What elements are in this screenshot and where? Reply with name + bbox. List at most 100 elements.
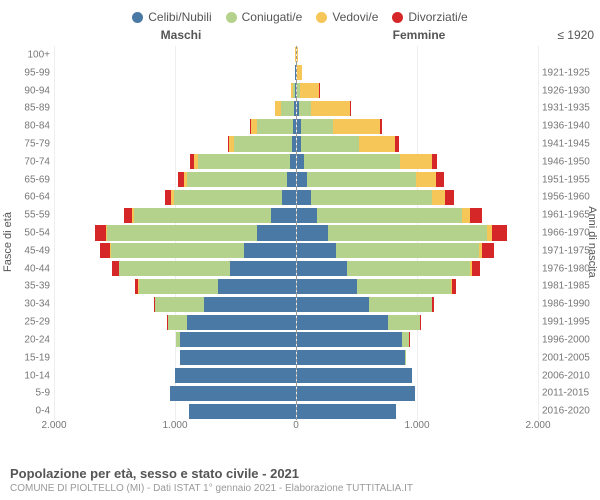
female-side [297, 367, 539, 385]
pyramid-row: 75-791941-1945 [54, 135, 538, 153]
bar-segment [189, 404, 295, 419]
age-label: 95-99 [14, 67, 50, 78]
bar-segment [452, 279, 456, 294]
chart-subtitle: COMUNE DI PIOLTELLO (MI) - Dati ISTAT 1°… [10, 483, 590, 494]
bar-segment [155, 297, 203, 312]
footer: Popolazione per età, sesso e stato civil… [10, 466, 590, 494]
pyramid-row: 70-741946-1950 [54, 153, 538, 171]
bar [295, 65, 296, 80]
bar-segment [175, 368, 296, 383]
bar-segment [347, 261, 470, 276]
bar [178, 172, 295, 187]
bar-segment [301, 136, 359, 151]
bar-segment [357, 279, 451, 294]
year-label: 1996-2000 [542, 334, 598, 345]
bar-segment [304, 154, 401, 169]
legend-dot-icon [392, 12, 403, 23]
female-side [297, 313, 539, 331]
year-label: 1961-1965 [542, 210, 598, 221]
bar [297, 172, 444, 187]
bar [275, 101, 296, 116]
age-label: 65-69 [14, 174, 50, 185]
male-side [54, 278, 297, 296]
bar-segment [165, 190, 172, 205]
year-label: 2016-2020 [542, 406, 598, 417]
x-tick-label: 1.000 [162, 420, 187, 431]
bar-segment [234, 136, 292, 151]
bar [165, 190, 296, 205]
bar-segment [297, 243, 337, 258]
bar-segment [297, 386, 415, 401]
male-side [54, 349, 297, 367]
male-side [54, 153, 297, 171]
bar-segment [297, 208, 318, 223]
bar-segment [198, 154, 290, 169]
bar-segment [395, 136, 398, 151]
bar-segment [297, 350, 406, 365]
female-side [297, 46, 539, 64]
age-label: 75-79 [14, 138, 50, 149]
male-side [54, 384, 297, 402]
bar-segment [482, 243, 495, 258]
male-side [54, 82, 297, 100]
female-side [297, 117, 539, 135]
bar-segment [95, 225, 106, 240]
year-header-top: ≤ 1920 [532, 28, 594, 42]
bar [297, 119, 382, 134]
female-side [297, 171, 539, 189]
pyramid-row: 35-391981-1985 [54, 278, 538, 296]
bar [297, 261, 481, 276]
age-label: 85-89 [14, 103, 50, 114]
pyramid-row: 5-92011-2015 [54, 384, 538, 402]
bar-segment [297, 47, 298, 62]
female-side [297, 402, 539, 420]
bar-segment [307, 172, 416, 187]
year-label: 1986-1990 [542, 299, 598, 310]
pyramid-row: 30-341986-1990 [54, 295, 538, 313]
year-label: 1941-1945 [542, 138, 598, 149]
bar-segment [400, 154, 431, 169]
legend: Celibi/NubiliConiugati/eVedovi/eDivorzia… [0, 0, 600, 28]
male-side [54, 171, 297, 189]
year-label: 1926-1930 [542, 85, 598, 96]
bar [297, 190, 455, 205]
age-label: 50-54 [14, 228, 50, 239]
bar [297, 136, 399, 151]
x-tick-label: 1.000 [404, 420, 429, 431]
male-side [54, 242, 297, 260]
pyramid-row: 10-142006-2010 [54, 367, 538, 385]
bar-segment [299, 101, 311, 116]
bar [95, 225, 296, 240]
bar-segment [445, 190, 454, 205]
female-side [297, 349, 539, 367]
age-label: 55-59 [14, 210, 50, 221]
bar [297, 154, 438, 169]
bar-segment [111, 243, 244, 258]
legend-label: Divorziati/e [408, 10, 467, 24]
pyramid-row: 15-192001-2005 [54, 349, 538, 367]
male-side [54, 46, 297, 64]
female-side [297, 135, 539, 153]
year-label: 1931-1935 [542, 103, 598, 114]
bar-segment [336, 243, 478, 258]
male-side [54, 367, 297, 385]
bar-segment [333, 119, 380, 134]
bar [124, 208, 296, 223]
bar-segment [492, 225, 506, 240]
bar [297, 208, 483, 223]
legend-item: Vedovi/e [316, 10, 378, 24]
bar [175, 368, 296, 383]
legend-dot-icon [316, 12, 327, 23]
bar [297, 243, 495, 258]
year-label: 2001-2005 [542, 352, 598, 363]
bar-segment [297, 190, 311, 205]
bar [297, 386, 415, 401]
bar [189, 404, 295, 419]
male-side [54, 189, 297, 207]
female-side [297, 242, 539, 260]
pyramid-row: 50-541966-1970 [54, 224, 538, 242]
bar [170, 386, 296, 401]
bar-segment [317, 208, 462, 223]
age-label: 80-84 [14, 121, 50, 132]
legend-label: Vedovi/e [332, 10, 378, 24]
